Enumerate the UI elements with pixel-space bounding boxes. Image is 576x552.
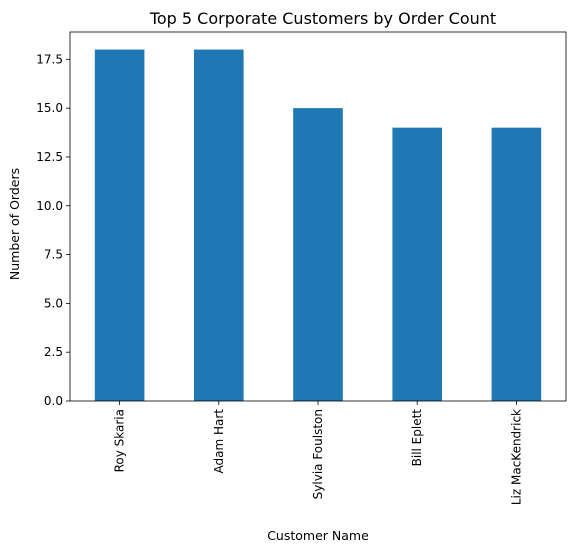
bar-4 (491, 127, 542, 402)
y-tick-label: 15.0 (36, 101, 63, 115)
x-tick-label: Liz MacKendrick (509, 409, 523, 505)
y-tick-label: 7.5 (44, 248, 63, 262)
bar-3 (392, 127, 442, 402)
x-tick-label: Roy Skaria (113, 409, 127, 472)
y-tick-label: 12.5 (36, 150, 63, 164)
x-tick-label: Adam Hart (212, 409, 226, 474)
x-tick-label: Sylvia Foulston (311, 409, 325, 499)
y-tick-label: 2.5 (44, 345, 63, 359)
bar-0 (94, 49, 145, 401)
bar-2 (293, 108, 343, 402)
bar-1 (194, 49, 244, 401)
y-tick-label: 5.0 (44, 296, 63, 310)
y-tick-label: 0.0 (44, 394, 63, 408)
y-tick-label: 10.0 (36, 199, 63, 213)
y-axis-label: Number of Orders (7, 168, 22, 280)
plot-area: 0.0 2.5 5.0 7.5 10.0 12.5 15.0 17.5 Roy Skaria Ad… (36, 31, 567, 505)
x-axis-label: Customer Name (267, 528, 369, 543)
chart-title: Top 5 Corporate Customers by Order Count (149, 9, 496, 28)
y-tick-label: 17.5 (36, 52, 63, 66)
x-tick-label: Bill Eplett (410, 409, 424, 467)
